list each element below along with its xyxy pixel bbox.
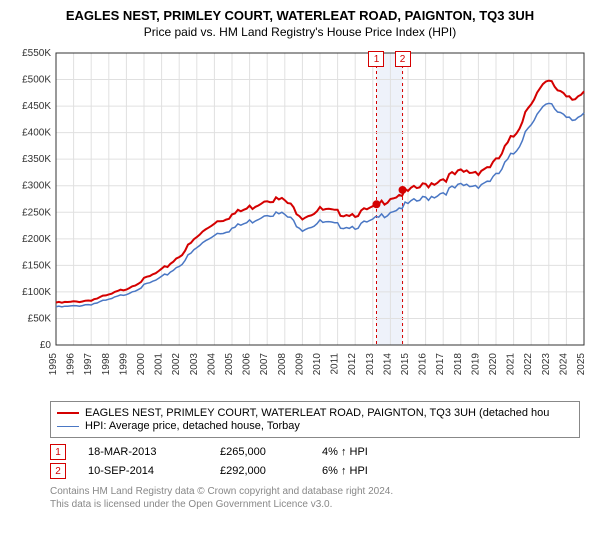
legend-label: HPI: Average price, detached house, Torb…	[85, 420, 300, 432]
svg-text:2023: 2023	[541, 353, 552, 376]
svg-text:2014: 2014	[382, 353, 393, 376]
legend: EAGLES NEST, PRIMLEY COURT, WATERLEAT RO…	[50, 401, 580, 438]
svg-text:£250K: £250K	[22, 207, 51, 218]
svg-text:2022: 2022	[523, 353, 534, 376]
svg-text:2009: 2009	[294, 353, 305, 376]
svg-text:2005: 2005	[224, 353, 235, 376]
legend-row-0: EAGLES NEST, PRIMLEY COURT, WATERLEAT RO…	[57, 407, 573, 419]
svg-text:2025: 2025	[576, 353, 587, 376]
svg-text:1997: 1997	[83, 353, 94, 376]
chart-subtitle: Price paid vs. HM Land Registry's House …	[10, 25, 590, 39]
sale-price: £265,000	[220, 446, 300, 458]
svg-text:2000: 2000	[136, 353, 147, 376]
svg-text:1998: 1998	[101, 353, 112, 376]
svg-text:2001: 2001	[154, 353, 165, 376]
sale-diff: 6% ↑ HPI	[322, 465, 412, 477]
svg-text:£400K: £400K	[22, 128, 51, 139]
sale-marker-icon: 1	[50, 444, 66, 460]
svg-text:2016: 2016	[418, 353, 429, 376]
footer-attribution: Contains HM Land Registry data © Crown c…	[50, 485, 590, 511]
svg-text:£50K: £50K	[28, 313, 52, 324]
svg-text:1996: 1996	[66, 353, 77, 376]
sale-marker-icon: 2	[50, 463, 66, 479]
svg-text:2010: 2010	[312, 353, 323, 376]
svg-text:2004: 2004	[206, 353, 217, 376]
svg-text:2007: 2007	[259, 353, 270, 376]
sale-diff: 4% ↑ HPI	[322, 446, 412, 458]
svg-text:£550K: £550K	[22, 48, 51, 59]
svg-text:£450K: £450K	[22, 101, 51, 112]
sale-date: 18-MAR-2013	[88, 446, 198, 458]
title-block: EAGLES NEST, PRIMLEY COURT, WATERLEAT RO…	[10, 8, 590, 39]
legend-label: EAGLES NEST, PRIMLEY COURT, WATERLEAT RO…	[85, 407, 549, 419]
sale-callout-1: 1	[368, 51, 384, 67]
svg-text:2006: 2006	[242, 353, 253, 376]
sales-table: 1 18-MAR-2013 £265,000 4% ↑ HPI 2 10-SEP-2014…	[50, 444, 590, 479]
svg-text:2024: 2024	[558, 353, 569, 376]
sale-date: 10-SEP-2014	[88, 465, 198, 477]
sale-point-2	[399, 186, 407, 194]
svg-text:2019: 2019	[470, 353, 481, 376]
svg-text:2017: 2017	[435, 353, 446, 376]
svg-text:2008: 2008	[277, 353, 288, 376]
svg-text:2012: 2012	[347, 353, 358, 376]
sales-row-2: 2 10-SEP-2014 £292,000 6% ↑ HPI	[50, 463, 590, 479]
svg-text:2002: 2002	[171, 353, 182, 376]
svg-text:2020: 2020	[488, 353, 499, 376]
chart-svg: £0 £50K £100K £150K £200K £250K £300K £350K £400…	[10, 45, 590, 395]
chart-container: { "title": { "main": "EAGLES NEST, PRIML…	[0, 0, 600, 517]
footer-line-2: This data is licensed under the Open Gov…	[50, 498, 590, 511]
svg-text:2013: 2013	[365, 353, 376, 376]
svg-text:£200K: £200K	[22, 234, 51, 245]
svg-text:2018: 2018	[453, 353, 464, 376]
sales-row-1: 1 18-MAR-2013 £265,000 4% ↑ HPI	[50, 444, 590, 460]
legend-row-1: HPI: Average price, detached house, Torb…	[57, 420, 573, 432]
chart-title: EAGLES NEST, PRIMLEY COURT, WATERLEAT RO…	[10, 8, 590, 23]
sale-callout-2: 2	[395, 51, 411, 67]
svg-text:£500K: £500K	[22, 75, 51, 86]
svg-text:£150K: £150K	[22, 260, 51, 271]
legend-swatch	[57, 426, 79, 427]
svg-text:2003: 2003	[189, 353, 200, 376]
sale-price: £292,000	[220, 465, 300, 477]
svg-text:£300K: £300K	[22, 181, 51, 192]
svg-text:2015: 2015	[400, 353, 411, 376]
svg-text:1999: 1999	[118, 353, 129, 376]
svg-text:2011: 2011	[330, 353, 341, 375]
svg-text:1995: 1995	[48, 353, 59, 376]
legend-swatch	[57, 412, 79, 414]
footer-line-1: Contains HM Land Registry data © Crown c…	[50, 485, 590, 498]
svg-text:£350K: £350K	[22, 154, 51, 165]
svg-text:£0: £0	[40, 340, 52, 351]
svg-text:2021: 2021	[506, 353, 517, 376]
sale-point-1	[372, 200, 380, 208]
chart-plot-area: £0 £50K £100K £150K £200K £250K £300K £350K £400…	[10, 45, 590, 395]
svg-text:£100K: £100K	[22, 287, 51, 298]
